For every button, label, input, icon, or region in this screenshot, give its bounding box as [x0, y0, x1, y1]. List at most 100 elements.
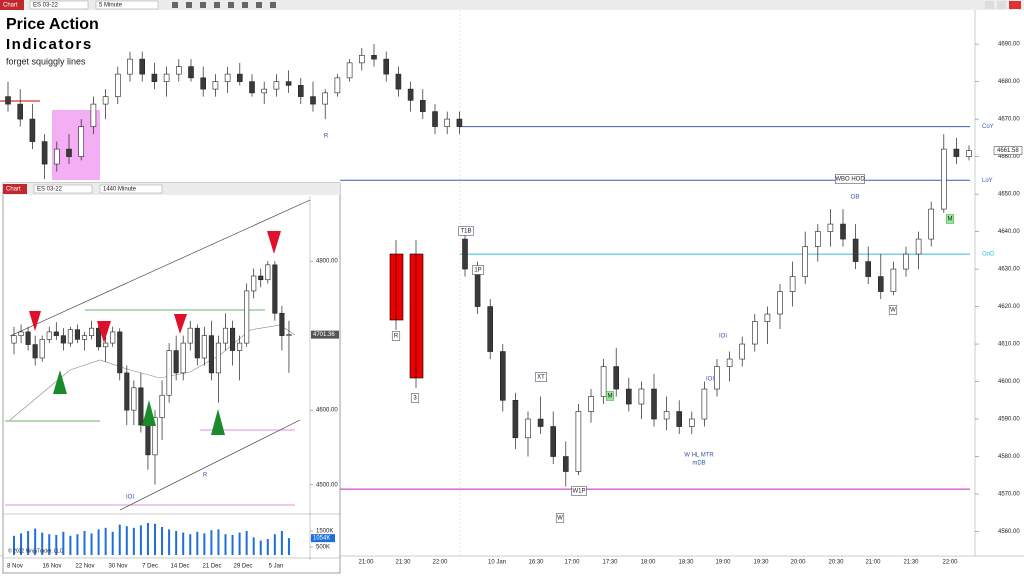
- candle-body: [215, 342, 221, 374]
- y-tick-label: 4600.00: [316, 408, 338, 414]
- maximize[interactable]: [997, 1, 1006, 9]
- annotation: mDB: [692, 461, 705, 467]
- candle-body: [25, 331, 31, 345]
- inset-interval-box[interactable]: [99, 184, 163, 194]
- volume-bar: [83, 531, 86, 555]
- annotation: R: [394, 334, 399, 340]
- annotation: M: [948, 217, 953, 223]
- annotation-box: [945, 214, 955, 224]
- candle-body: [562, 456, 569, 472]
- candle-body: [575, 411, 582, 472]
- tool-icon[interactable]: [256, 2, 262, 8]
- x-tick-label: 8 Nov: [7, 564, 23, 570]
- tool-icon[interactable]: [186, 2, 192, 8]
- inset-app-tab[interactable]: [3, 184, 27, 194]
- volume-bar: [217, 529, 220, 555]
- interval-box[interactable]: [95, 0, 159, 10]
- candle-body: [802, 246, 809, 277]
- annotation-box: [535, 372, 547, 382]
- volume-bar: [55, 535, 58, 555]
- x-tick-label: 16:30: [528, 560, 544, 566]
- tool-icon[interactable]: [200, 2, 206, 8]
- candle-body: [29, 118, 36, 142]
- x-tick-label: 21 Dec: [202, 564, 221, 570]
- sell-signal: [174, 314, 187, 334]
- candle-body: [865, 261, 872, 277]
- volume-bar: [132, 527, 135, 555]
- volume-bar: [62, 531, 65, 555]
- buy-signal: [53, 370, 67, 394]
- tool-icon[interactable]: [214, 2, 220, 8]
- volume-bar: [13, 535, 15, 555]
- instrument-box[interactable]: [29, 0, 89, 10]
- candle-body: [237, 73, 243, 82]
- candle-body: [751, 321, 758, 345]
- volume-bar: [111, 531, 114, 555]
- candle-body: [462, 238, 468, 270]
- candle-body: [176, 66, 182, 75]
- annotation: IOI: [706, 377, 714, 383]
- window-buttons: [985, 1, 1021, 9]
- volume-bar: [69, 535, 72, 555]
- candle-body: [78, 126, 84, 157]
- annotation: 3: [413, 396, 417, 402]
- volume-bar: [273, 534, 276, 555]
- annotation: W: [890, 308, 896, 314]
- close[interactable]: [1009, 1, 1021, 9]
- minimize[interactable]: [985, 1, 994, 9]
- annotation: XT: [537, 375, 545, 381]
- channel-line: [9, 199, 311, 337]
- candle-body: [487, 306, 494, 352]
- x-tick-label: 20:00: [790, 560, 806, 566]
- annotation: R: [324, 134, 329, 140]
- candle-body: [852, 238, 859, 262]
- candle-body: [166, 350, 172, 396]
- candle-body: [17, 103, 24, 120]
- volume-bar: [189, 534, 192, 555]
- inset-app-tab-label: Chart: [6, 187, 21, 193]
- tool-icon[interactable]: [228, 2, 234, 8]
- volume-bar: [168, 529, 171, 555]
- candle-body: [224, 73, 231, 82]
- y-tick-label: 4580.00: [998, 454, 1020, 460]
- volume-bar: [259, 540, 262, 555]
- candle-body: [285, 81, 292, 86]
- candle-body: [903, 253, 909, 270]
- channel-line: [119, 419, 301, 511]
- annotation: R: [203, 473, 208, 479]
- x-tick-label: 21:30: [395, 560, 411, 566]
- tool-icon[interactable]: [242, 2, 248, 8]
- app-tab[interactable]: [0, 0, 24, 10]
- x-tick-label: 14 Dec: [170, 564, 189, 570]
- tool-icon[interactable]: [270, 2, 276, 8]
- annotation: W: [557, 516, 563, 522]
- candle-body: [237, 342, 243, 351]
- candle-body: [279, 312, 285, 336]
- candle-body: [777, 291, 783, 315]
- candle-body: [222, 327, 229, 344]
- candle-body: [688, 418, 695, 427]
- candle-body: [499, 351, 506, 401]
- candle-body: [726, 358, 733, 367]
- y-tick-label: 4560.00: [998, 529, 1020, 535]
- tool-icon[interactable]: [172, 2, 178, 8]
- interval: 5 Minute: [99, 3, 123, 9]
- last-price-label: 4661.58: [997, 148, 1019, 154]
- candle-body: [151, 73, 158, 82]
- overlay-note: forget squiggly lines: [6, 56, 86, 66]
- candle-body: [115, 73, 121, 97]
- candle-body: [261, 88, 268, 94]
- copyright: © 2022 NinjaTrader, LLC: [8, 547, 64, 554]
- volume-bar: [245, 531, 248, 555]
- candle-body: [265, 264, 271, 281]
- x-tick-label: 21:00: [865, 560, 881, 566]
- candle-body: [638, 388, 645, 405]
- candle-body: [432, 111, 438, 127]
- candle-body: [928, 208, 935, 240]
- x-tick-label: 22 Nov: [75, 564, 94, 570]
- annotation: WBO HOD: [835, 177, 865, 183]
- candle-body: [676, 411, 683, 427]
- y-tick-label: 4600.00: [998, 379, 1020, 385]
- inset-instrument-box[interactable]: [33, 184, 93, 194]
